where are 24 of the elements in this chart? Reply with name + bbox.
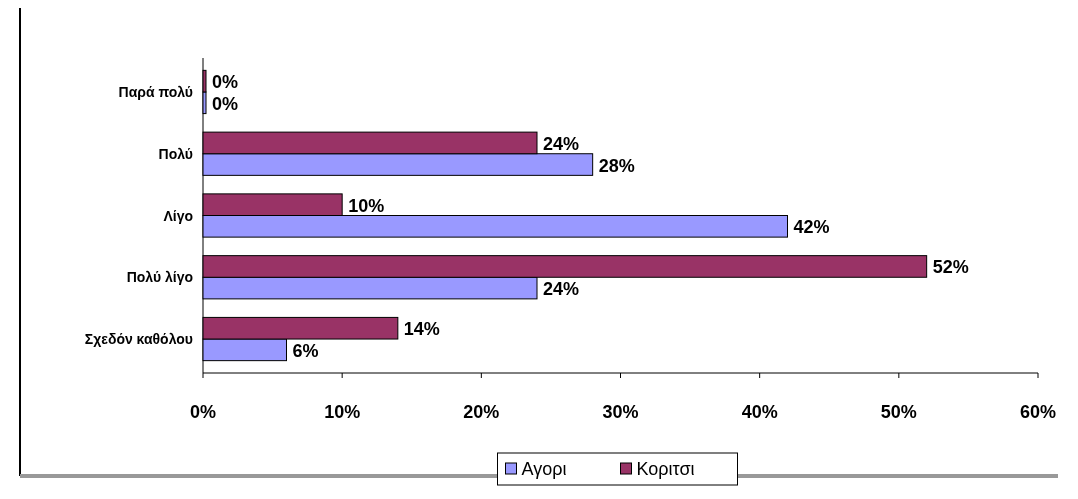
- data-label: 42%: [793, 217, 830, 238]
- legend-label: Αγορι: [521, 459, 567, 479]
- y-tick-label: Πολύ: [158, 145, 193, 162]
- y-tick-label: Σχεδόν καθόλου: [84, 331, 193, 348]
- data-label: 14%: [403, 319, 440, 340]
- data-label: 24%: [543, 279, 580, 300]
- x-tick-label: 60%: [1019, 402, 1057, 422]
- data-label: 0%: [212, 72, 239, 93]
- y-tick-label: Πολύ λίγο: [126, 269, 193, 286]
- data-label: 10%: [348, 195, 385, 216]
- y-tick-label: Παρά πολύ: [118, 83, 193, 100]
- x-tick-label: 0%: [189, 402, 217, 422]
- x-tick-label: 40%: [741, 402, 778, 422]
- data-label: 52%: [932, 257, 969, 278]
- data-label: 0%: [212, 93, 239, 114]
- x-tick-label: 50%: [880, 402, 917, 422]
- data-label: 6%: [292, 340, 319, 361]
- x-tick-label: 20%: [463, 402, 500, 422]
- y-tick-label: Λίγο: [163, 207, 193, 224]
- data-label: 24%: [543, 133, 580, 154]
- x-tick-label: 30%: [602, 402, 639, 422]
- legend-label: Κοριτσι: [636, 459, 695, 479]
- data-label: 28%: [598, 155, 635, 176]
- x-tick-label: 10%: [324, 402, 361, 422]
